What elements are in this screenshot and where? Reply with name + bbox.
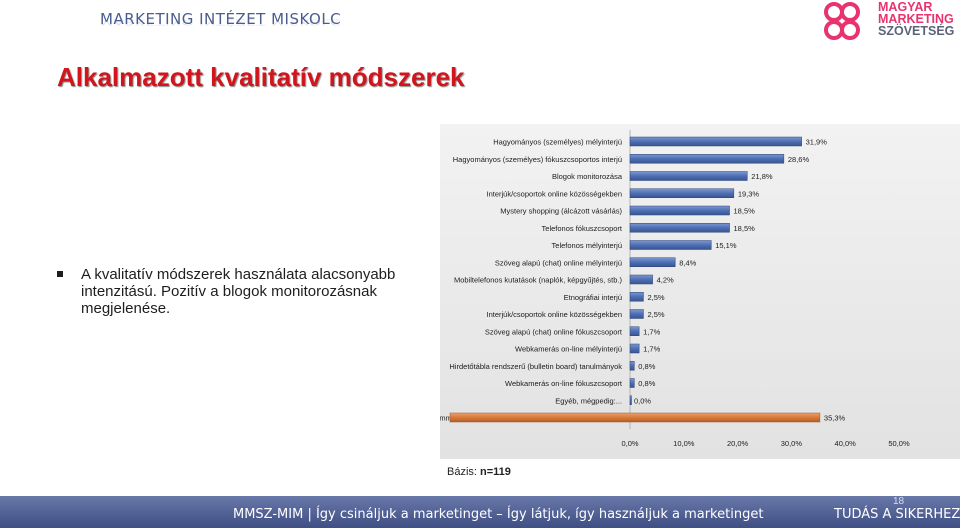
bar-chart: Hagyományos (személyes) mélyinterjú 31,9%… — [430, 124, 960, 459]
basis-value: n=119 — [480, 466, 511, 478]
category-label: Etnográfiai interjú — [564, 293, 622, 302]
category-label: Webkamerás on-line fókuszcsoport — [505, 379, 623, 388]
bar — [629, 205, 730, 216]
basis-label: Bázis: — [447, 466, 477, 478]
category-label: Telefonos mélyinterjú — [552, 241, 622, 250]
x-tick-label: 30,0% — [781, 439, 803, 448]
value-label: 2,5% — [647, 310, 664, 319]
logo-line-1: MAGYAR — [878, 0, 933, 14]
bar — [629, 240, 712, 250]
value-label: 1,7% — [643, 345, 660, 354]
bar — [629, 361, 635, 371]
x-tick-label: 20,0% — [727, 439, 749, 448]
footer-bar — [0, 496, 960, 528]
bar — [629, 343, 640, 354]
page-number: 18 — [893, 496, 905, 507]
category-label: Mystery shopping (álcázott vásárlás) — [500, 207, 622, 216]
value-label: 18,5% — [734, 207, 756, 216]
logo-line-3: SZÖVETSÉG — [878, 24, 955, 38]
bullet-text: A kvalitatív módszerek használata alacso… — [81, 266, 396, 317]
bar — [629, 154, 785, 164]
x-tick-label: 0,0% — [621, 439, 638, 448]
value-label: 31,9% — [806, 138, 828, 147]
value-label: 19,3% — [738, 189, 760, 198]
category-label: Telefonos fókuszcsoport — [542, 224, 623, 233]
logo-wordmark: MAGYAR MARKETING SZÖVETSÉG — [878, 0, 955, 38]
value-label: 8,4% — [679, 258, 696, 267]
bar-highlight — [449, 412, 821, 423]
bullet-point: A kvalitatív módszerek használata alacso… — [57, 266, 437, 317]
bar — [629, 223, 730, 233]
bar — [629, 326, 640, 336]
bullet-square-icon — [57, 271, 63, 277]
x-tick-label: 10,0% — [673, 439, 695, 448]
footer-tagline: TUDÁS A SIKERHEZ — [834, 507, 960, 522]
category-label: Hagyományos (személyes) fókuszcsoportos … — [453, 155, 622, 164]
value-label: 35,3% — [824, 414, 846, 423]
brand-title: MARKETING INTÉZET MISKOLC — [100, 10, 342, 28]
category-label: Webkamerás on-line mélyinterjú — [515, 345, 622, 354]
bar — [629, 257, 676, 267]
bar — [629, 292, 644, 302]
x-tick-label: 40,0% — [835, 439, 857, 448]
category-label: Hagyományos (személyes) mélyinterjú — [493, 138, 622, 147]
value-label: 0,8% — [638, 362, 655, 371]
category-label: Interjúk/csoportok online közösségekben — [487, 189, 623, 198]
bar-chart-svg: Hagyományos (személyes) mélyinterjú 31,9%… — [430, 124, 960, 459]
bar — [629, 188, 735, 198]
sample-basis: Bázis: n=119 — [447, 466, 511, 478]
logo-line-2: MARKETING — [878, 12, 954, 26]
value-label: 2,5% — [647, 293, 664, 302]
value-label: 15,1% — [715, 241, 737, 250]
bar — [629, 378, 635, 388]
value-label: 18,5% — [734, 224, 756, 233]
category-label: Blogok monitorozása — [552, 172, 623, 181]
category-label: Hirdetőtábla rendszerű (bulletin board) … — [449, 362, 622, 371]
value-label: 21,8% — [751, 172, 773, 181]
bar — [629, 309, 644, 319]
bar — [629, 171, 748, 181]
value-label: 1,7% — [643, 327, 660, 336]
value-label: 0,0% — [634, 396, 651, 405]
value-label: 4,2% — [657, 276, 674, 285]
category-label: Egyéb, mégpedig:... — [555, 396, 622, 405]
value-label: 28,6% — [788, 155, 810, 164]
category-label: Szöveg alapú (chat) online mélyinterjú — [495, 258, 622, 267]
bar — [629, 136, 802, 147]
category-label: Szöveg alapú (chat) online fókuszcsoport — [485, 327, 623, 336]
page-title: Alkalmazott kvalitatív módszerek — [57, 62, 465, 92]
category-label: Interjúk/csoportok online közösségekben — [487, 310, 623, 319]
value-label: 0,8% — [638, 379, 655, 388]
category-label: Mobiltelefonos kutatások (naplók, képgyű… — [454, 276, 623, 285]
x-tick-label: 50,0% — [888, 439, 910, 448]
brand-title-reflection: MARKETING INTÉZET MISKOLC — [100, 17, 342, 27]
bar — [629, 395, 632, 405]
mmsz-logo-icon — [824, 2, 860, 40]
footer-slogan: MMSZ-MIM | Így csináljuk a marketinget –… — [233, 507, 764, 522]
bar — [629, 274, 653, 285]
